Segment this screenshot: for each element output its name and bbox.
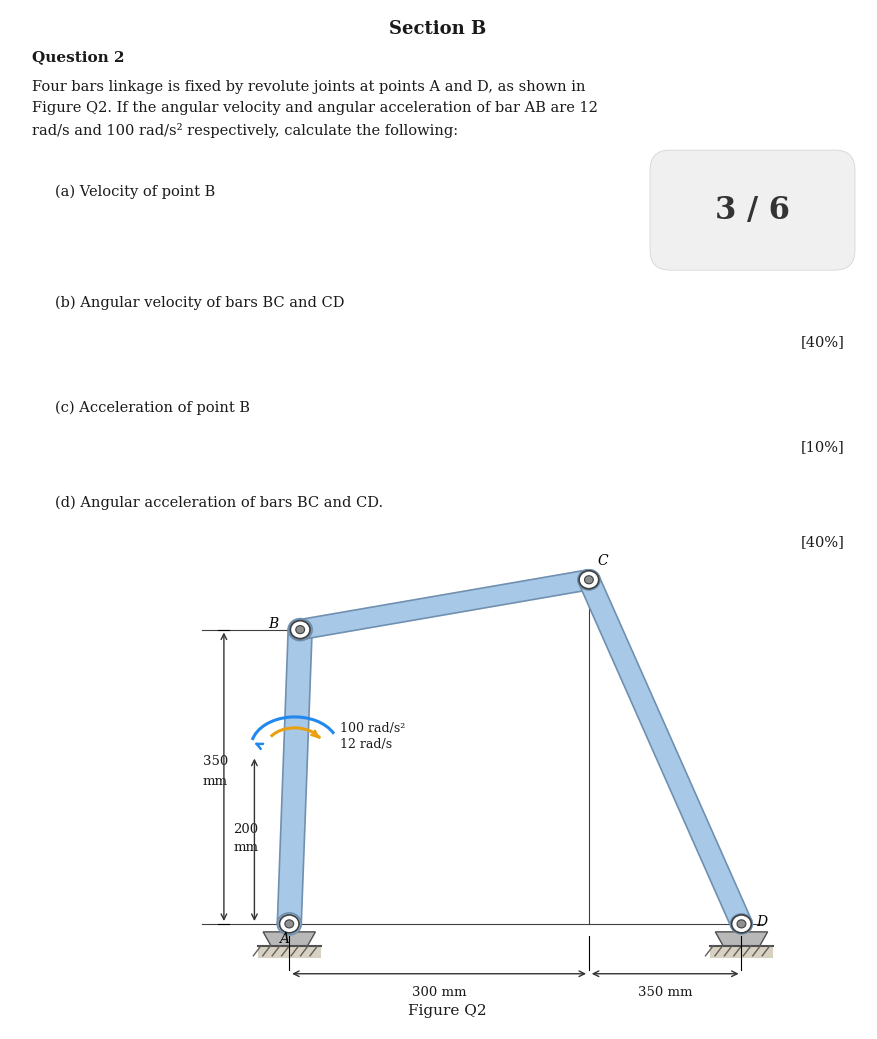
Circle shape — [731, 915, 752, 933]
Text: 12 rad/s: 12 rad/s — [340, 739, 393, 751]
Polygon shape — [277, 630, 312, 925]
Text: D: D — [757, 915, 768, 929]
Text: [10%]: [10%] — [802, 441, 845, 454]
FancyBboxPatch shape — [650, 150, 855, 270]
Text: [40%]: [40%] — [801, 535, 845, 550]
Polygon shape — [263, 932, 316, 945]
Circle shape — [578, 569, 600, 590]
Circle shape — [584, 576, 594, 584]
Text: Question 2: Question 2 — [32, 50, 125, 64]
Text: mm: mm — [233, 842, 258, 854]
Text: [40%]: [40%] — [801, 336, 845, 349]
Text: 100 rad/s²: 100 rad/s² — [340, 722, 406, 736]
Circle shape — [290, 620, 310, 639]
Text: (c) Acceleration of point B: (c) Acceleration of point B — [55, 400, 250, 415]
Text: mm: mm — [203, 775, 228, 789]
Text: (a) Velocity of point B: (a) Velocity of point B — [55, 185, 215, 199]
Text: 3 / 6: 3 / 6 — [715, 194, 789, 225]
Circle shape — [280, 915, 299, 933]
Circle shape — [289, 619, 311, 640]
Text: C: C — [597, 554, 609, 567]
Circle shape — [285, 920, 294, 928]
Text: 350 mm: 350 mm — [638, 986, 693, 998]
Polygon shape — [298, 570, 591, 639]
Text: (d) Angular acceleration of bars BC and CD.: (d) Angular acceleration of bars BC and … — [55, 496, 383, 510]
Text: A: A — [279, 932, 289, 945]
Text: Figure Q2: Figure Q2 — [408, 1004, 487, 1017]
Polygon shape — [579, 576, 752, 928]
Text: Section B: Section B — [389, 20, 487, 38]
Text: (b) Angular velocity of bars BC and CD: (b) Angular velocity of bars BC and CD — [55, 295, 345, 310]
Text: 200: 200 — [233, 823, 258, 836]
Circle shape — [737, 920, 745, 928]
Text: Four bars linkage is fixed by revolute joints at points A and D, as shown in
Fig: Four bars linkage is fixed by revolute j… — [32, 80, 598, 138]
Text: 300 mm: 300 mm — [412, 986, 467, 998]
Text: 350: 350 — [203, 755, 228, 768]
Circle shape — [731, 914, 752, 934]
Polygon shape — [709, 945, 773, 958]
Circle shape — [277, 913, 302, 935]
Polygon shape — [258, 945, 321, 958]
Circle shape — [578, 569, 600, 590]
Circle shape — [579, 570, 599, 589]
Text: B: B — [268, 617, 278, 631]
Circle shape — [296, 625, 304, 634]
Polygon shape — [716, 932, 767, 945]
Circle shape — [289, 618, 312, 641]
